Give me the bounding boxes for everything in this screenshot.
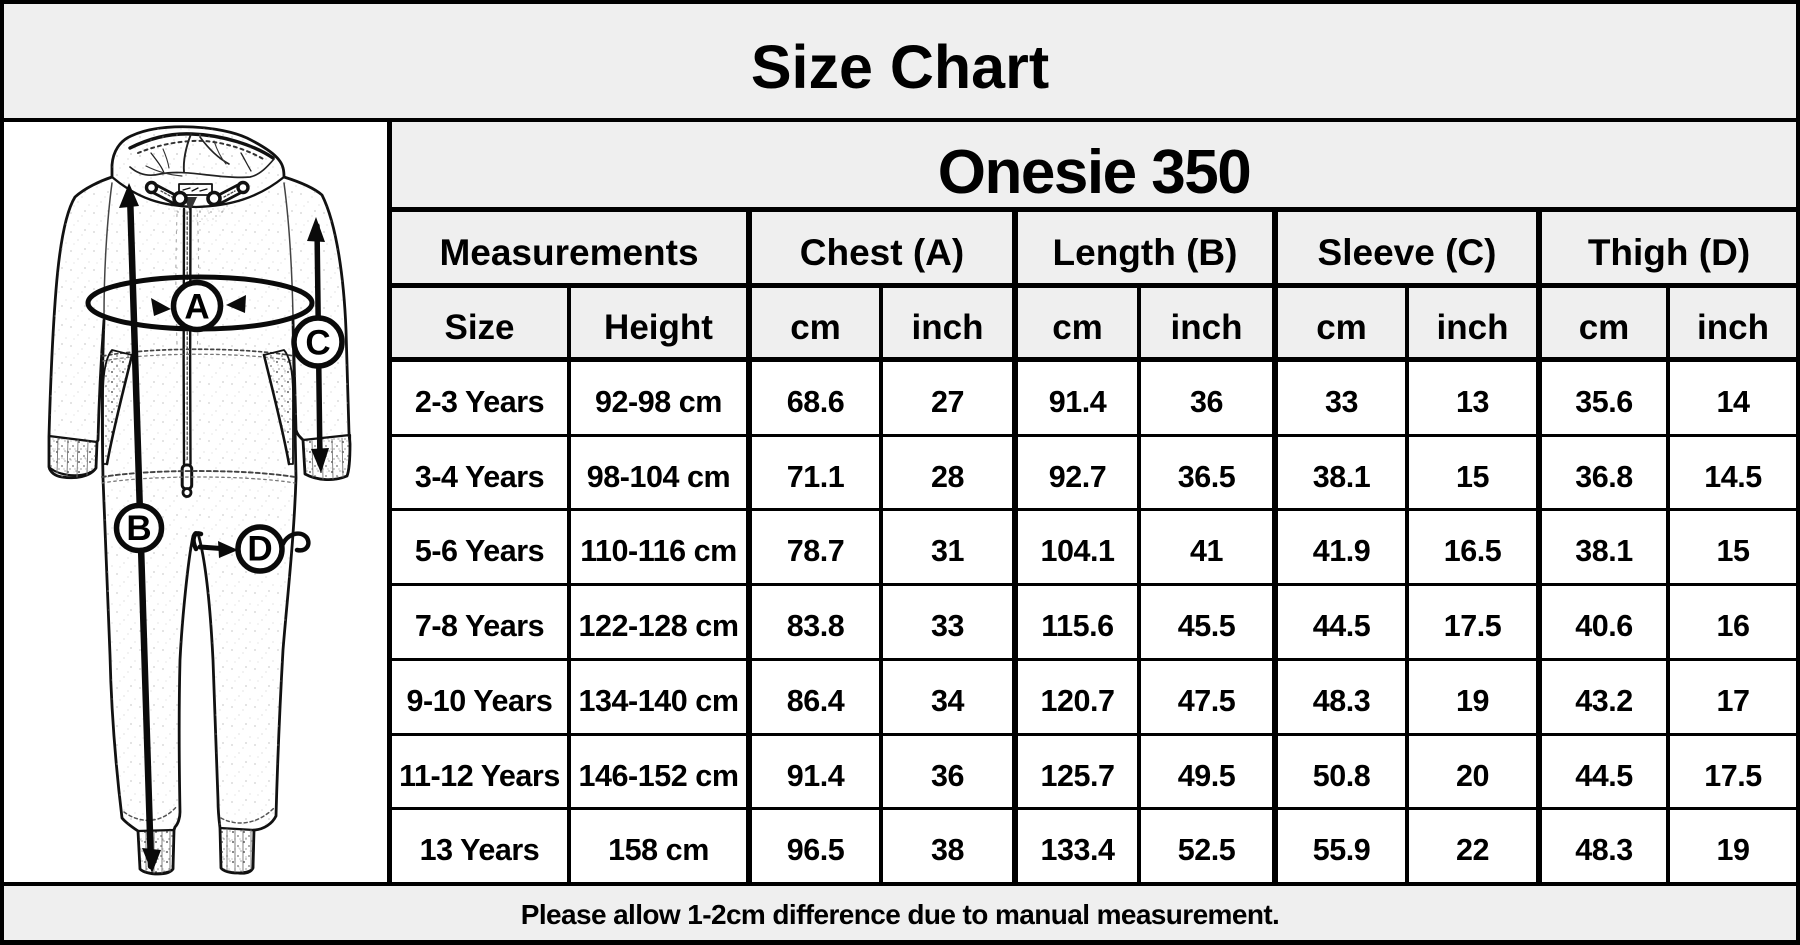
svg-text:B: B	[126, 509, 151, 548]
svg-text:A: A	[184, 288, 209, 327]
svg-text:C: C	[305, 324, 330, 363]
svg-text:D: D	[247, 530, 272, 569]
